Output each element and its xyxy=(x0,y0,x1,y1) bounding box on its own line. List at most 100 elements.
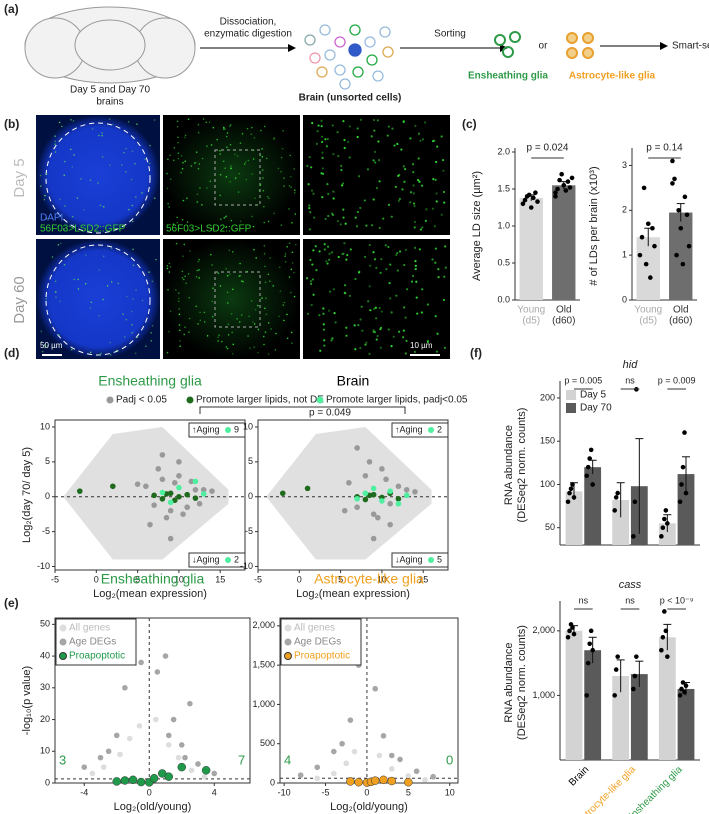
speckle xyxy=(54,280,57,283)
data-point xyxy=(565,179,571,184)
speckle xyxy=(168,206,170,208)
legend-marker xyxy=(186,396,194,404)
speckle xyxy=(257,351,259,354)
chart-title: Astrocyte-like glia xyxy=(314,571,424,587)
data-point xyxy=(663,628,669,634)
speckle xyxy=(289,175,292,178)
speckle xyxy=(432,178,435,181)
speckle xyxy=(375,266,378,269)
speckle xyxy=(211,315,214,318)
speckle xyxy=(223,128,225,130)
speckle xyxy=(177,152,180,154)
speckle xyxy=(419,228,422,231)
speckle xyxy=(332,153,335,156)
speckle xyxy=(70,118,72,121)
speckle xyxy=(238,275,241,277)
label: or xyxy=(539,41,549,52)
y-tick-label: -10 xyxy=(37,561,50,571)
y-tick-label: -5 xyxy=(245,526,253,536)
speckle xyxy=(444,245,447,248)
speckle xyxy=(251,215,253,218)
speckle xyxy=(398,330,401,333)
row-label: Day 5 xyxy=(11,158,28,197)
speckle xyxy=(402,329,405,332)
speckle xyxy=(253,137,256,139)
speckle xyxy=(44,194,46,197)
speckle xyxy=(57,244,60,246)
speckle xyxy=(40,330,43,333)
speckle xyxy=(202,118,205,120)
speckle xyxy=(405,339,408,343)
speckle xyxy=(398,197,401,200)
speckle xyxy=(211,264,213,266)
speckle xyxy=(356,127,359,130)
data-point xyxy=(366,492,373,499)
speckle xyxy=(396,142,399,146)
speckle xyxy=(359,206,362,210)
speckle xyxy=(132,264,135,267)
bar xyxy=(677,474,695,545)
speckle xyxy=(236,317,238,320)
speckle xyxy=(332,197,335,200)
speckle xyxy=(195,305,198,308)
data-point xyxy=(147,521,153,528)
speckle xyxy=(135,196,137,198)
data-point xyxy=(176,459,182,465)
data-point xyxy=(209,488,215,494)
speckle xyxy=(212,126,215,129)
speckle xyxy=(309,210,312,214)
speckle xyxy=(274,349,277,351)
speckle xyxy=(238,172,241,175)
p-value: ns xyxy=(625,375,635,385)
speckle xyxy=(323,344,326,347)
data-point xyxy=(171,497,178,504)
speckle xyxy=(141,299,144,302)
speckle xyxy=(370,224,374,227)
speckle xyxy=(415,296,418,299)
legend-swatch xyxy=(566,390,576,400)
data-point xyxy=(404,777,413,787)
speckle xyxy=(177,157,180,160)
speckle xyxy=(219,153,222,155)
speckle xyxy=(372,251,375,254)
label: brains xyxy=(96,97,123,108)
speckle xyxy=(421,138,425,141)
data-point xyxy=(612,508,617,513)
data-point xyxy=(553,194,558,199)
data-point xyxy=(165,732,172,739)
channel-label: DAPI xyxy=(40,213,63,224)
speckle xyxy=(253,323,256,325)
data-point xyxy=(110,483,116,490)
speckle xyxy=(315,269,318,272)
speckle xyxy=(150,332,152,334)
speckle xyxy=(282,304,285,306)
speckle xyxy=(431,258,434,261)
data-point xyxy=(136,723,143,729)
y-tick-label: -10 xyxy=(240,561,253,571)
panel-label: (f) xyxy=(470,346,482,360)
data-point xyxy=(188,478,195,485)
data-point xyxy=(362,473,369,479)
y-tick-label: 2.0 xyxy=(497,146,510,156)
y-tick-label: 1 xyxy=(622,250,627,260)
speckle xyxy=(64,205,66,207)
speckle xyxy=(309,280,313,283)
speckle xyxy=(265,313,268,315)
data-point xyxy=(631,534,636,539)
speckle xyxy=(354,216,357,219)
speckle xyxy=(318,314,321,317)
speckle xyxy=(225,135,228,138)
speckle xyxy=(263,125,266,128)
speckle xyxy=(376,119,379,122)
data-point xyxy=(631,686,636,692)
speckle xyxy=(190,165,193,167)
speckle xyxy=(241,132,244,135)
legend-marker xyxy=(59,652,67,660)
y-tick-label: 40 xyxy=(40,650,50,660)
data-point xyxy=(155,466,162,472)
speckle xyxy=(172,223,175,225)
bar xyxy=(612,676,630,760)
p-value: p < 10⁻⁹ xyxy=(660,595,694,605)
speckle xyxy=(273,138,275,140)
